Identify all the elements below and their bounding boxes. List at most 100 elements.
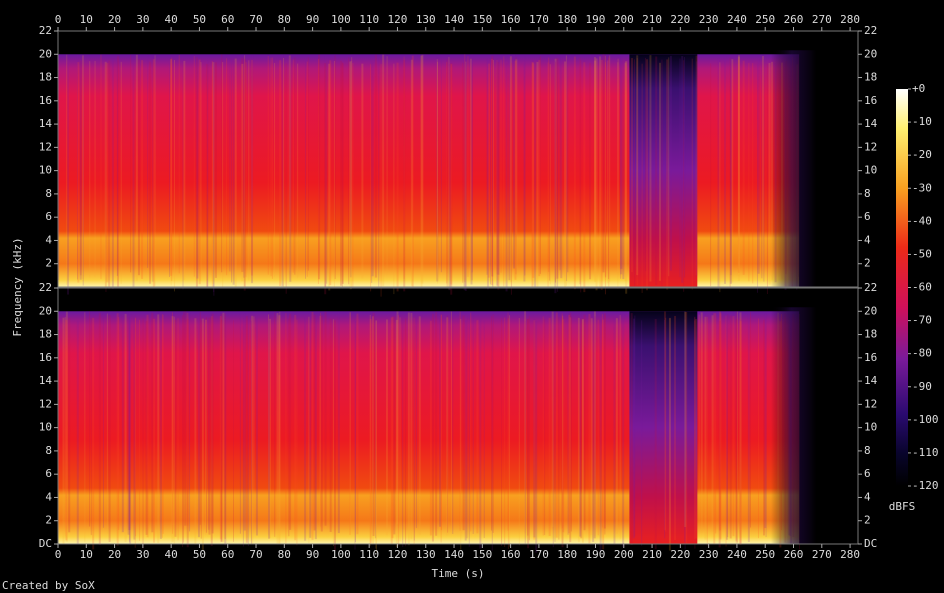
texture bbox=[183, 312, 185, 543]
texture bbox=[593, 316, 596, 539]
texture bbox=[624, 62, 627, 282]
texture bbox=[719, 311, 722, 531]
texture bbox=[503, 56, 505, 287]
texture bbox=[233, 320, 235, 542]
x-tick-label: 110 bbox=[359, 13, 379, 26]
texture bbox=[737, 311, 739, 543]
texture bbox=[732, 316, 735, 537]
x-tick-label: 40 bbox=[165, 548, 178, 561]
x-tick-label: 30 bbox=[136, 548, 149, 561]
texture bbox=[200, 62, 202, 281]
texture bbox=[253, 316, 255, 534]
texture bbox=[497, 61, 500, 275]
texture bbox=[450, 64, 453, 285]
texture bbox=[212, 62, 215, 284]
texture bbox=[66, 54, 68, 285]
texture bbox=[462, 62, 464, 283]
texture bbox=[296, 319, 298, 546]
texture bbox=[403, 59, 406, 292]
texture bbox=[245, 316, 248, 543]
texture bbox=[183, 60, 186, 280]
texture bbox=[307, 57, 309, 271]
x-tick-label: 80 bbox=[278, 548, 291, 561]
texture bbox=[205, 317, 207, 533]
texture bbox=[726, 315, 729, 540]
texture bbox=[684, 319, 686, 550]
texture bbox=[149, 61, 152, 284]
texture bbox=[724, 56, 727, 284]
texture bbox=[491, 315, 493, 531]
texture bbox=[565, 55, 567, 286]
texture bbox=[226, 58, 228, 276]
colorbar-tick-label: -100 bbox=[912, 413, 939, 426]
texture bbox=[551, 311, 554, 528]
texture bbox=[288, 318, 290, 537]
texture bbox=[339, 60, 342, 286]
x-tick-label: 10 bbox=[80, 13, 93, 26]
texture bbox=[413, 316, 415, 541]
texture bbox=[270, 57, 272, 277]
texture bbox=[285, 63, 287, 294]
texture bbox=[514, 60, 517, 280]
colorbar-tick-label: -20 bbox=[912, 148, 932, 161]
texture bbox=[67, 62, 70, 295]
texture bbox=[162, 314, 164, 534]
texture bbox=[219, 316, 222, 540]
texture bbox=[695, 318, 698, 539]
texture bbox=[617, 62, 619, 289]
texture bbox=[549, 64, 551, 285]
texture bbox=[731, 59, 734, 283]
texture bbox=[324, 311, 327, 526]
colorbar-tick-label: -40 bbox=[912, 214, 932, 227]
x-tick-label: 210 bbox=[642, 548, 662, 561]
texture bbox=[145, 321, 148, 535]
texture bbox=[224, 318, 227, 546]
texture bbox=[470, 58, 473, 272]
texture bbox=[242, 318, 244, 547]
texture bbox=[189, 312, 191, 532]
y-tick-label: 8 bbox=[864, 187, 871, 200]
texture bbox=[332, 319, 334, 547]
texture bbox=[378, 59, 380, 288]
texture bbox=[370, 64, 372, 292]
texture bbox=[604, 55, 606, 277]
texture bbox=[765, 313, 767, 538]
texture bbox=[84, 312, 86, 543]
texture bbox=[713, 313, 716, 545]
x-tick-label: 0 bbox=[55, 13, 62, 26]
texture bbox=[94, 60, 96, 278]
x-tick-label: 280 bbox=[840, 13, 860, 26]
texture bbox=[213, 63, 215, 293]
texture bbox=[476, 320, 479, 534]
texture bbox=[684, 57, 686, 278]
texture bbox=[320, 315, 323, 532]
texture bbox=[763, 319, 766, 536]
texture bbox=[279, 311, 281, 544]
y-tick-label: 22 bbox=[39, 24, 52, 37]
texture bbox=[620, 57, 622, 279]
texture bbox=[766, 63, 768, 294]
texture bbox=[82, 54, 84, 286]
texture bbox=[171, 57, 173, 281]
texture bbox=[727, 314, 729, 538]
x-tick-label: 100 bbox=[331, 548, 351, 561]
texture bbox=[567, 313, 569, 535]
texture bbox=[583, 314, 586, 531]
texture bbox=[436, 59, 438, 282]
texture bbox=[446, 62, 448, 284]
texture bbox=[560, 57, 563, 279]
texture bbox=[487, 63, 490, 278]
texture bbox=[617, 58, 619, 275]
colorbar-label: dBFS bbox=[889, 500, 916, 513]
texture bbox=[532, 63, 535, 278]
texture bbox=[593, 311, 596, 537]
texture bbox=[496, 59, 498, 275]
texture bbox=[486, 59, 489, 290]
y-tick-label: 4 bbox=[864, 490, 871, 503]
texture bbox=[532, 62, 534, 286]
x-tick-label: 90 bbox=[306, 13, 319, 26]
texture bbox=[609, 55, 611, 282]
texture bbox=[450, 63, 453, 295]
x-tick-label: 230 bbox=[699, 13, 719, 26]
